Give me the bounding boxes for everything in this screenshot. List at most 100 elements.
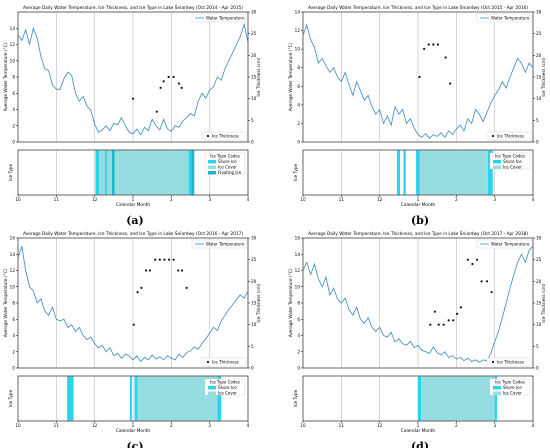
line-legend-box (191, 239, 247, 249)
ice-thickness-point (132, 323, 135, 326)
ice-type-legend-swatch (493, 386, 501, 390)
ice-thickness-point (480, 280, 483, 283)
chart-panel-1: Average Daily Water Temperature, Ice Thi… (3, 4, 261, 227)
ice-type-legend-box (204, 378, 246, 396)
y2-axis-label: Ice Thickness (cm) (541, 283, 546, 322)
panel-label: (c) (126, 440, 143, 448)
x-tick-label: 1 (417, 423, 420, 428)
y-tick-label: 14 (295, 252, 301, 257)
y2-axis-label: Ice Thickness (cm) (541, 57, 546, 96)
y2-tick-label: 20 (536, 53, 542, 58)
dot-legend-label: Ice Thickness (497, 134, 524, 139)
ice-thickness-point (140, 286, 143, 289)
ice-type-span (67, 376, 74, 421)
dot-legend-swatch (491, 360, 495, 364)
ice-type-legend-swatch (208, 391, 216, 395)
y-tick-label: 0 (297, 140, 300, 145)
ice-thickness-point (432, 43, 435, 46)
ice-thickness-point (456, 312, 459, 315)
chart-panel-2: Average Daily Water Temperature, Ice Thi… (288, 4, 546, 227)
y-tick-label: 6 (12, 317, 15, 322)
y-axis-label: Average Water Temperature (°C) (288, 42, 293, 111)
ice-type-legend-swatch (208, 171, 216, 175)
y-tick-label: 0 (297, 366, 300, 371)
y2-tick-label: 5 (536, 344, 539, 349)
x-tick-label: 2 (455, 197, 458, 202)
ice-thickness-point (452, 319, 455, 322)
ice-type-axis-label: Ice Type (8, 164, 13, 181)
chart-panel-4: Average Daily Water Temperature, Ice Thi… (288, 230, 546, 448)
y2-tick-label: 15 (536, 301, 542, 306)
x-tick-label: 3 (493, 197, 496, 202)
water-temperature-line (302, 245, 534, 363)
x-tick-label: 10 (15, 423, 21, 428)
x-tick-label: 2 (170, 197, 173, 202)
y2-tick-label: 10 (536, 96, 542, 101)
y-axis-label: Average Water Temperature (°C) (3, 268, 8, 337)
y2-tick-label: 20 (536, 279, 542, 284)
water-temperature-line (17, 22, 249, 136)
y-tick-label: 10 (295, 47, 301, 52)
y-tick-label: 8 (12, 75, 15, 80)
x-tick-label: 10 (15, 197, 21, 202)
ice-type-span (191, 150, 195, 195)
ice-thickness-point (163, 258, 166, 261)
ice-type-legend-box (489, 152, 531, 170)
x-tick-label: 1 (417, 197, 420, 202)
ice-thickness-point (433, 310, 436, 313)
ice-thickness-point (167, 258, 171, 261)
ice-type-legend-title: Ice Type Codes (210, 380, 240, 385)
y2-tick-label: 15 (251, 75, 257, 80)
y2-tick-label: 20 (251, 279, 257, 284)
ice-type-span (99, 150, 106, 195)
ice-type-span (111, 150, 115, 195)
ice-thickness-point (429, 323, 432, 326)
x-tick-label: 4 (247, 197, 250, 202)
panel-label: (b) (411, 214, 429, 227)
ice-thickness-point (185, 286, 188, 289)
ice-thickness-point (418, 75, 421, 79)
y-tick-label: 6 (297, 317, 300, 322)
y2-tick-label: 5 (536, 118, 539, 123)
x-tick-label: 1 (132, 423, 135, 428)
y-tick-label: 6 (12, 91, 15, 96)
ice-thickness-point (148, 269, 151, 272)
ice-type-legend-swatch (493, 160, 501, 164)
dot-legend-swatch (206, 360, 210, 364)
y2-axis-label: Ice Thickness (cm) (256, 57, 261, 96)
y-tick-label: 2 (12, 123, 15, 128)
ice-type-span (129, 376, 132, 421)
ice-type-legend-swatch (493, 165, 501, 169)
ice-type-legend-title: Ice Type Codes (210, 154, 240, 159)
ice-type-span (106, 150, 112, 195)
y2-tick-label: 20 (251, 53, 257, 58)
dot-legend-box (201, 357, 247, 367)
ice-thickness-point (144, 269, 148, 272)
x-tick-label: 4 (247, 423, 250, 428)
y-tick-label: 12 (295, 268, 301, 273)
y-tick-label: 0 (12, 366, 15, 371)
ice-type-legend-label: Shore Ice (218, 159, 237, 164)
ice-thickness-point (154, 258, 157, 261)
ice-thickness-point (180, 269, 184, 272)
x-tick-label: 12 (377, 423, 383, 428)
y-tick-label: 12 (10, 42, 16, 47)
y-tick-label: 8 (12, 301, 15, 306)
ice-thickness-point (442, 323, 445, 326)
ice-thickness-point (471, 262, 474, 266)
y-tick-label: 10 (10, 284, 16, 289)
x-tick-label: 2 (455, 423, 458, 428)
ice-type-span (188, 150, 192, 195)
ice-type-span (494, 376, 497, 421)
ice-type-span (137, 376, 218, 421)
y2-tick-label: 5 (251, 344, 254, 349)
y2-tick-label: 0 (251, 140, 254, 145)
ice-type-span (416, 150, 420, 195)
ice-thickness-point (162, 80, 165, 83)
ice-thickness-point (449, 82, 452, 85)
x-tick-label: 11 (54, 423, 60, 428)
y-tick-label: 14 (295, 10, 301, 15)
x-tick-label: 3 (493, 423, 496, 428)
line-legend-box (476, 239, 532, 249)
